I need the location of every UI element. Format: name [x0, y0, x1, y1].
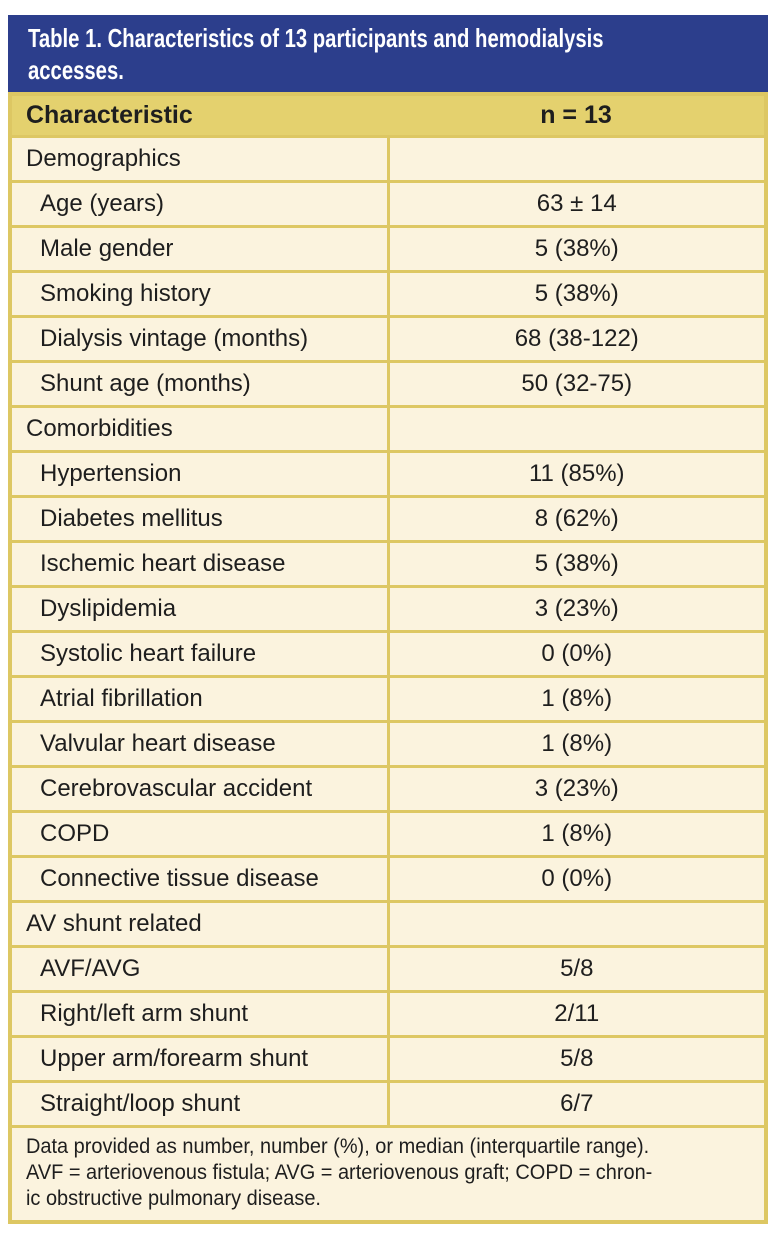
- row-label: Upper arm/forearm shunt: [8, 1034, 390, 1083]
- row-value: 1 (8%): [386, 809, 768, 858]
- row-label: Atrial fibrillation: [8, 674, 390, 723]
- table-title-line-1: Table 1. Characteristics of 13 participa…: [28, 23, 604, 53]
- row-value: 63 ± 14: [386, 179, 768, 228]
- row-value: [386, 134, 768, 183]
- row-value: 5 (38%): [386, 224, 768, 273]
- table-row: Male gender 5 (38%): [8, 224, 768, 273]
- table-row: Upper arm/forearm shunt 5/8: [8, 1034, 768, 1083]
- table-row: COPD 1 (8%): [8, 809, 768, 858]
- row-value: 8 (62%): [386, 494, 768, 543]
- row-value: 0 (0%): [386, 854, 768, 903]
- section-header-row: AV shunt related: [8, 899, 768, 948]
- table-row: Age (years) 63 ± 14: [8, 179, 768, 228]
- row-label: AVF/AVG: [8, 944, 390, 993]
- row-label: Connective tissue disease: [8, 854, 390, 903]
- row-value: 68 (38-122): [386, 314, 768, 363]
- row-value: 2/11: [386, 989, 768, 1038]
- characteristics-table: Characteristic n = 13 Demographics Age (y…: [8, 92, 768, 1224]
- row-label: COPD: [8, 809, 390, 858]
- row-value: 11 (85%): [386, 449, 768, 498]
- table-row: Right/left arm shunt 2/11: [8, 989, 768, 1038]
- row-label: Dyslipidemia: [8, 584, 390, 633]
- row-label: Demographics: [8, 134, 390, 183]
- table-figure: Table 1. Characteristics of 13 participa…: [8, 15, 768, 1224]
- table-title-line-2: accesses.: [28, 55, 124, 85]
- row-value: 3 (23%): [386, 764, 768, 813]
- table-row: Connective tissue disease 0 (0%): [8, 854, 768, 903]
- row-label: Cerebrovascular accident: [8, 764, 390, 813]
- table-title-bar: Table 1. Characteristics of 13 participa…: [8, 15, 768, 92]
- row-label: Hypertension: [8, 449, 390, 498]
- row-value: 5/8: [386, 944, 768, 993]
- footnote: Data provided as number, number (%), or …: [8, 1124, 768, 1223]
- table-row: Shunt age (months) 50 (32-75): [8, 359, 768, 408]
- section-header-row: Comorbidities: [8, 404, 768, 453]
- table-row: Systolic heart failure 0 (0%): [8, 629, 768, 678]
- row-value: 6/7: [386, 1079, 768, 1128]
- row-value: 5 (38%): [386, 539, 768, 588]
- row-label: Smoking history: [8, 269, 390, 318]
- row-value: [386, 404, 768, 453]
- row-label: Straight/loop shunt: [8, 1079, 390, 1128]
- table-row: Ischemic heart disease 5 (38%): [8, 539, 768, 588]
- row-value: 3 (23%): [386, 584, 768, 633]
- row-label: Ischemic heart disease: [8, 539, 390, 588]
- row-value: 1 (8%): [386, 719, 768, 768]
- table-row: Atrial fibrillation 1 (8%): [8, 674, 768, 723]
- row-label: Systolic heart failure: [8, 629, 390, 678]
- row-label: Male gender: [8, 224, 390, 273]
- section-header-row: Demographics: [8, 134, 768, 183]
- row-label: Dialysis vintage (months): [8, 314, 390, 363]
- column-header-characteristic: Characteristic: [10, 94, 388, 136]
- page: { "figure": { "title_full": "Table 1. Ch…: [0, 15, 776, 1249]
- footnote-line: AVF = arteriovenous fistula; AVG = arter…: [26, 1160, 653, 1184]
- table-row: Smoking history 5 (38%): [8, 269, 768, 318]
- row-label: AV shunt related: [8, 899, 390, 948]
- table-row: Dyslipidemia 3 (23%): [8, 584, 768, 633]
- row-value: [386, 899, 768, 948]
- table-row: Valvular heart disease 1 (8%): [8, 719, 768, 768]
- table-row: Dialysis vintage (months) 68 (38-122): [8, 314, 768, 363]
- footnote-row: Data provided as number, number (%), or …: [8, 1124, 768, 1223]
- row-value: 50 (32-75): [386, 359, 768, 408]
- table-row: Diabetes mellitus 8 (62%): [8, 494, 768, 543]
- row-value: 5 (38%): [386, 269, 768, 318]
- footnote-line: ic obstructive pulmonary disease.: [26, 1186, 321, 1210]
- column-header-row: Characteristic n = 13: [10, 94, 766, 136]
- row-value: 1 (8%): [386, 674, 768, 723]
- table-row: Cerebrovascular accident 3 (23%): [8, 764, 768, 813]
- table-row: Hypertension 11 (85%): [8, 449, 768, 498]
- table-body: Demographics Age (years) 63 ± 14 Male gende…: [8, 134, 768, 1128]
- row-value: 5/8: [386, 1034, 768, 1083]
- row-value: 0 (0%): [386, 629, 768, 678]
- column-header-n: n = 13: [388, 94, 766, 136]
- row-label: Shunt age (months): [8, 359, 390, 408]
- row-label: Right/left arm shunt: [8, 989, 390, 1038]
- footnote-line: Data provided as number, number (%), or …: [26, 1134, 650, 1158]
- row-label: Age (years): [8, 179, 390, 228]
- row-label: Diabetes mellitus: [8, 494, 390, 543]
- row-label: Comorbidities: [8, 404, 390, 453]
- table-row: Straight/loop shunt 6/7: [8, 1079, 768, 1128]
- table-row: AVF/AVG 5/8: [8, 944, 768, 993]
- row-label: Valvular heart disease: [8, 719, 390, 768]
